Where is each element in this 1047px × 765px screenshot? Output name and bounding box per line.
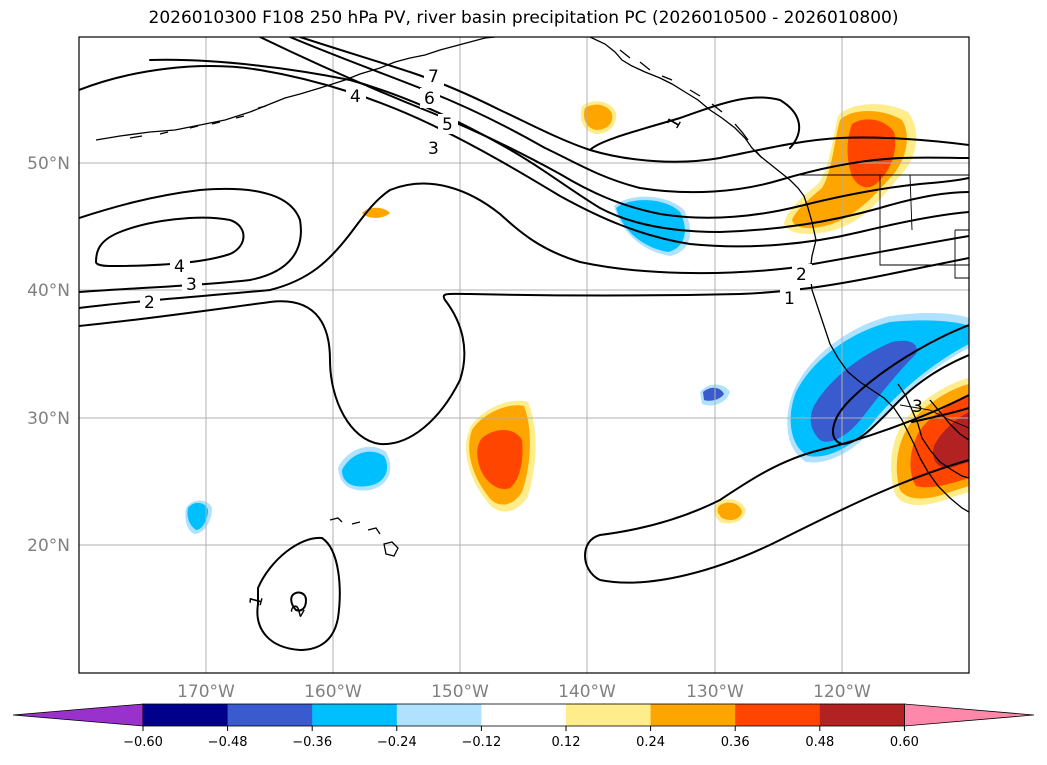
contour-labels: 7 6 5 4 3 4 3 2 2 1 1 2 1 3 [140,66,923,621]
lat-tick-label: 40°N [27,281,70,301]
colorbar-tick-label: 0.24 [636,735,665,750]
lat-tick-label: 30°N [27,409,70,429]
colorbar-segment [481,704,567,726]
latitude-axis: 50°N 40°N 30°N 20°N [27,154,70,556]
colorbar-segment [396,704,482,726]
precip-shading [185,101,969,534]
islands-hawaii [329,517,399,557]
coast-bc-fjords [619,49,763,159]
lat-tick-label: 20°N [27,536,70,556]
colorbar-segment [566,704,652,726]
pv-contour-5 [259,37,969,219]
colorbar-extend-max [904,703,1035,727]
colorbar-tick-label: −0.48 [208,735,248,750]
pv-contour-4-west [95,216,245,267]
islands-aleutian [129,105,267,139]
lon-tick-label: 140°W [558,682,616,702]
precip-positive-sw-core [933,412,969,468]
contour-label: 3 [428,139,439,159]
coast-us-west [809,239,969,513]
precip-negative-d [342,451,388,487]
colorbar-segment [735,704,821,726]
contour-label: 6 [424,89,435,109]
pv-contour-3-north [79,65,969,248]
colorbar-segment [312,704,398,726]
contour-label: 4 [350,87,361,107]
colorbar-segment [227,704,313,726]
border-states [879,174,969,279]
colorbar-extend-min [12,703,144,727]
contour-label: 3 [912,397,923,417]
contour-label: 2 [144,293,155,313]
pv-contour-4-north [149,58,969,233]
lon-tick-label: 120°W [813,682,871,702]
pv-contour-1-northeast [589,96,800,151]
contour-label: 1 [784,289,795,309]
colorbar-tick-label: −0.60 [123,735,163,750]
contour-label: 3 [186,275,197,295]
coast-gulf-of-california [929,399,969,441]
pv-contour-3-west [79,187,302,293]
lon-tick-label: 130°W [686,682,744,702]
contour-label: 2 [796,265,807,285]
coast-baja [897,383,969,479]
colorbar-tick-label: −0.12 [461,735,501,750]
colorbar-tick-label: 0.48 [805,735,834,750]
contour-label: 7 [428,67,439,87]
pv-contour-7 [299,37,969,163]
colorbar-segment [143,704,229,726]
graticule [79,37,969,673]
lon-tick-label: 160°W [304,682,362,702]
pv-contour-1-south [256,536,341,651]
colorbar-tick-label: −0.36 [292,735,332,750]
coast-gulf-of-alaska [589,37,817,241]
precip-positive-small-c-core [717,502,742,520]
pv-contour-2-south [290,591,307,612]
coast-alaska-peninsula [95,37,496,141]
map-title: 2026010300 F108 250 hPa PV, river basin … [148,8,899,28]
contour-label: 4 [174,257,185,277]
colorbar-segment [650,704,736,726]
precip-positive-central-core [477,430,523,490]
colorbar-tick-label: 0.36 [721,735,750,750]
precip-positive-pnw-core [847,119,896,188]
precip-negative-c [703,387,724,401]
longitude-axis: 170°W 160°W 150°W 140°W 130°W 120°W [177,682,871,702]
pv-contour-1-se [584,394,969,584]
coastlines [95,37,969,557]
colorbar-tick-label: 0.60 [890,735,919,750]
colorbar-tick-label: 0.12 [552,735,581,750]
precip-positive-small-a-core [584,104,613,130]
pv-contour-2-west [79,182,969,309]
colorbar-segment [819,704,905,726]
lat-tick-label: 50°N [27,154,70,174]
pv-contours [79,37,969,651]
colorbar-outline [142,703,905,727]
lon-tick-label: 170°W [177,682,235,702]
contour-label: 5 [442,115,453,135]
precip-negative-e [187,502,208,530]
colorbar: −0.60 −0.48 −0.36 −0.24 −0.12 0.12 0.24 0.36 0.4… [12,703,1035,750]
contour-label: 1 [246,593,268,609]
pv-contour-3-se [911,407,969,423]
map-frame [78,36,970,674]
lon-tick-label: 150°W [431,682,489,702]
colorbar-tick-label: −0.24 [377,735,417,750]
